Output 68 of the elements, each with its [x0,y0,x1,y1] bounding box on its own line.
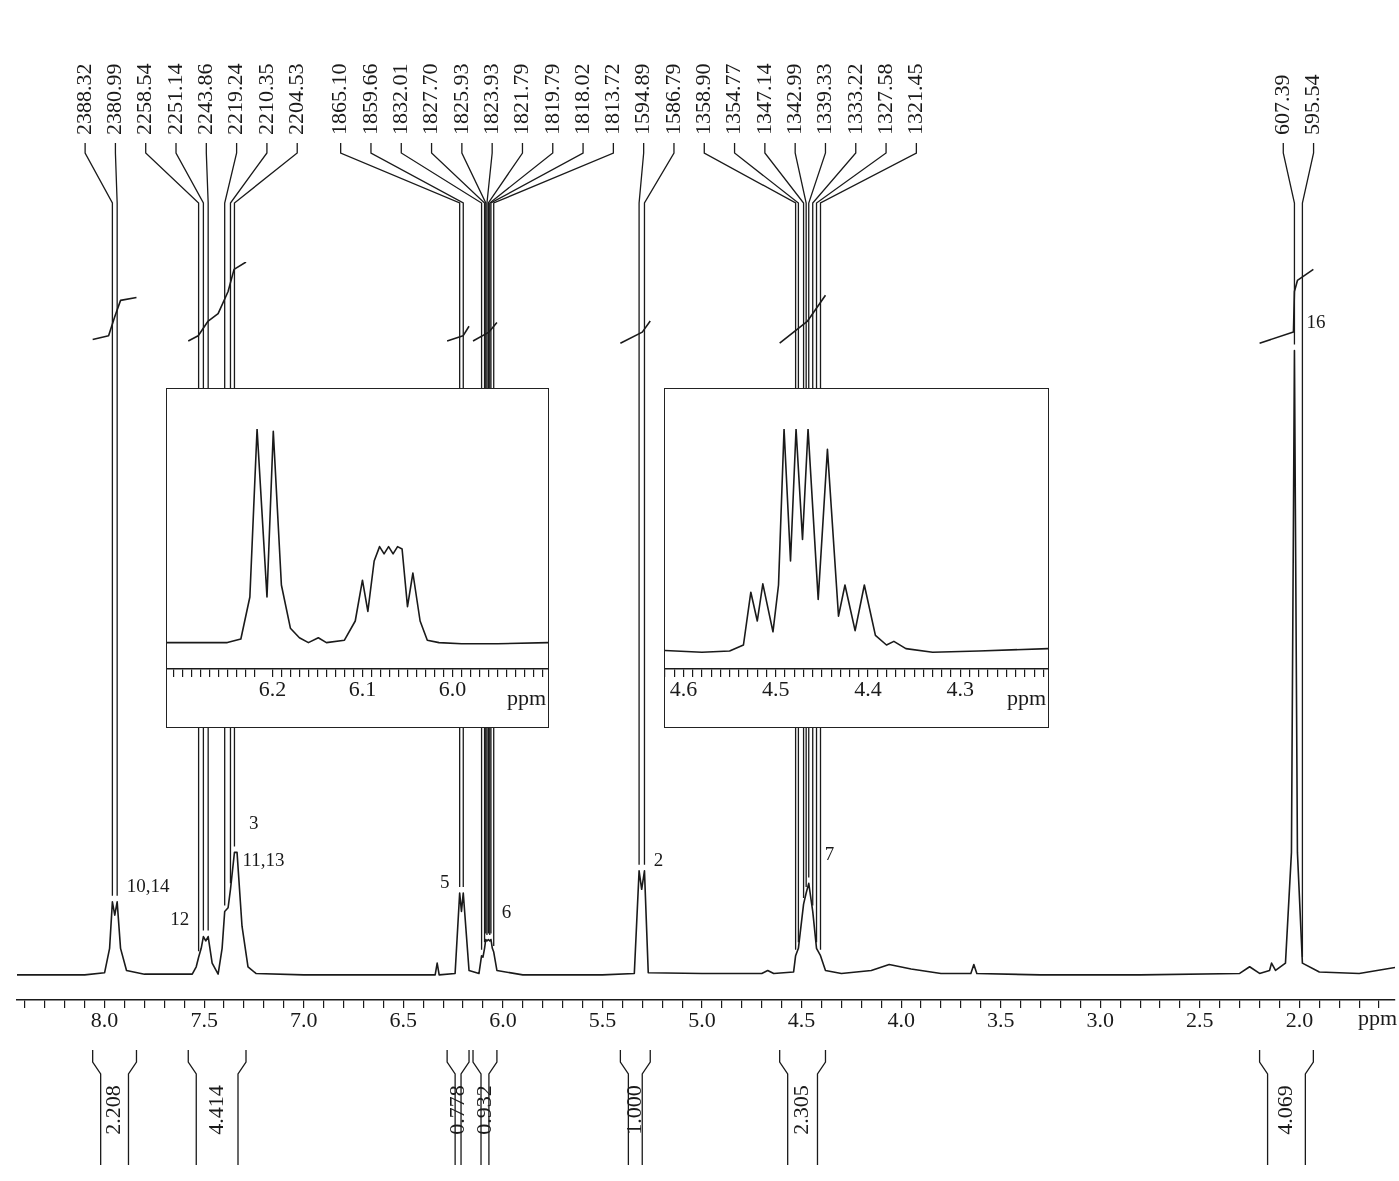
text: 4.414 [202,1085,228,1135]
x-tick-label: 4.6 [669,675,698,701]
annotation: 1819.79 [538,63,564,135]
x-tick-label: 4.0 [887,1006,915,1032]
x-tick-label: 3.5 [986,1006,1015,1032]
annotation: 1333.22 [841,63,867,135]
annotation: 10,14 [126,875,171,897]
annotation: 1354.77 [720,63,746,135]
annotation: 5 [439,871,450,893]
x-tick-label: 6.1 [348,675,377,701]
annotation: 11,13 [242,849,285,871]
x-axis-title: ppm [1357,1004,1397,1030]
annotation: 1327.58 [871,63,897,135]
annotation: 2388.32 [70,63,96,135]
annotation: 16 [1306,310,1326,332]
annotation: 1823.93 [477,63,503,135]
x-tick-label: 7.5 [190,1006,218,1032]
text: 2.208 [100,1085,126,1135]
text: 4.069 [1272,1085,1298,1135]
annotation: 2 [653,849,664,871]
x-tick-label: 8.0 [90,1006,119,1032]
x-tick-label: 5.5 [588,1006,617,1032]
annotation: 1342.99 [780,63,806,135]
annotation: 1321.45 [902,63,928,135]
x-tick-label: 6.0 [489,1006,517,1032]
annotation: 7 [824,843,835,865]
annotation: 2219.24 [222,63,248,135]
x-axis-title: ppm [1006,684,1046,710]
annotation: 2243.86 [192,63,218,135]
x-tick-label: 5.0 [688,1006,716,1032]
annotation: 6 [501,900,512,922]
annotation: 1818.02 [568,63,594,135]
annotation: 1586.79 [659,63,685,135]
annotation: 1821.79 [508,63,534,135]
annotation: 12 [170,908,190,930]
annotation: 2204.53 [283,63,308,135]
annotation: 1825.93 [447,63,473,135]
annotation: 2380.99 [101,63,127,135]
annotation: 1827.70 [417,63,443,135]
text: 2.305 [788,1085,814,1135]
x-tick-label: 3.0 [1086,1006,1115,1032]
x-tick-label: 2.0 [1285,1006,1314,1032]
x-tick-label: 2.5 [1186,1006,1214,1032]
x-tick-label: 4.3 [946,675,975,701]
annotation: 1813.72 [599,63,625,135]
x-tick-label: 7.0 [290,1006,318,1032]
text: 0.932 [470,1085,496,1135]
annotation: 1339.33 [811,63,837,135]
annotation: 607.39 [1269,74,1295,135]
x-tick-label: 6.2 [258,675,287,701]
annotation: 595.54 [1299,74,1325,135]
x-axis-title: ppm [506,684,546,710]
x-tick-label: 4.5 [762,675,790,701]
annotation: 2210.35 [252,63,278,135]
x-tick-label: 6.0 [438,675,467,701]
x-tick-label: 4.5 [787,1006,816,1032]
text: 0.778 [443,1085,469,1135]
annotation: 2258.54 [131,63,157,135]
annotation: 1859.66 [356,63,382,135]
annotation: 1865.10 [326,63,352,135]
annotation: 1832.01 [387,63,413,135]
x-tick-label: 6.5 [389,1006,418,1032]
annotation: 1347.14 [750,63,776,135]
annotation: 1358.90 [690,63,716,135]
annotation: 2251.14 [161,63,187,135]
x-tick-label: 4.4 [854,675,882,701]
annotation: 3 [249,812,259,834]
annotation: 1594.89 [629,63,655,135]
